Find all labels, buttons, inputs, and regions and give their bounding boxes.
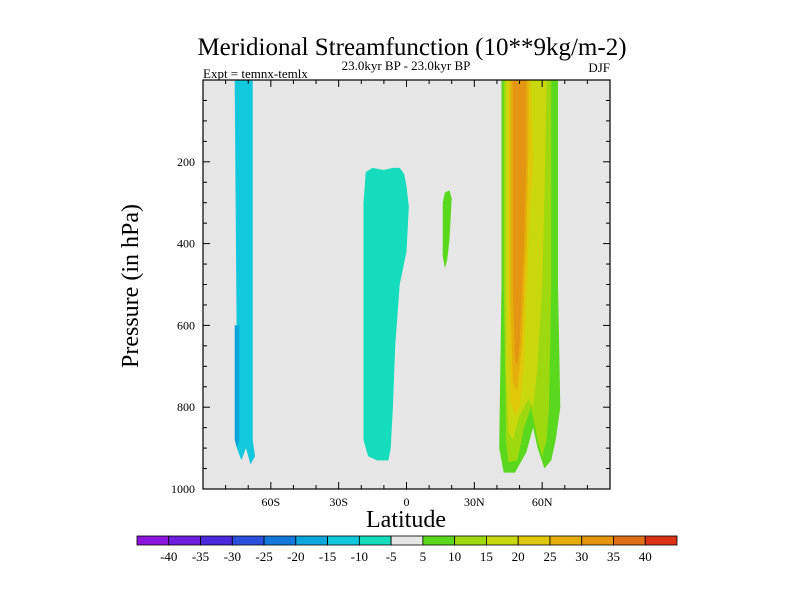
y-tick-label: 600 <box>177 318 195 332</box>
colorbar-swatch <box>422 535 456 546</box>
y-tick-label: 800 <box>177 400 195 414</box>
south-polar-negative-cell <box>234 80 255 465</box>
x-tick-label: 30S <box>329 495 348 509</box>
x-tick-label: 30N <box>464 495 485 509</box>
colorbar-swatch <box>231 535 265 546</box>
colorbar-label: -25 <box>255 549 272 564</box>
period-label: 23.0kyr BP - 23.0kyr BP <box>342 58 471 73</box>
colorbar-label: -15 <box>319 549 336 564</box>
colorbar-label: 15 <box>480 549 493 564</box>
colorbar-label: 20 <box>512 549 525 564</box>
colorbar-swatch <box>295 535 328 546</box>
colorbar-swatch <box>454 535 487 546</box>
axis-ticks <box>202 79 611 490</box>
colorbar-label: -20 <box>287 549 304 564</box>
contour-regions <box>234 80 561 473</box>
south-polar-negative-core <box>234 325 240 449</box>
colorbar-swatch <box>136 535 170 546</box>
colorbar-swatch <box>168 535 201 546</box>
colorbar-label: 40 <box>639 549 652 564</box>
colorbar-swatch <box>581 535 614 546</box>
colorbar: -40 -35 -30 -25 -20 -15 -10 -5 5 10 15 20 25 30 35 40 <box>136 535 678 564</box>
x-tick-label: 60S <box>261 495 280 509</box>
x-tick-labels: 60S 30S 0 30N 60N <box>261 495 552 509</box>
y-tick-labels: 200 400 600 800 1000 <box>171 155 195 496</box>
colorbar-swatch <box>549 535 583 546</box>
x-axis-label: Latitude <box>366 507 446 533</box>
colorbar-label: -35 <box>192 549 209 564</box>
colorbar-label: -30 <box>224 549 241 564</box>
colorbar-label: 5 <box>420 549 427 564</box>
x-tick-label: 60N <box>532 495 553 509</box>
colorbar-label: -10 <box>351 549 368 564</box>
experiment-label: Expt = temnx-temlx <box>203 66 308 81</box>
season-label: DJF <box>588 60 610 75</box>
chart-title: Meridional Streamfunction (10**9kg/m-2) <box>197 34 626 61</box>
colorbar-swatch <box>517 535 551 546</box>
y-tick-label: 400 <box>177 237 195 251</box>
y-tick-label: 200 <box>177 155 195 169</box>
colorbar-label: 10 <box>448 549 461 564</box>
colorbar-swatch <box>644 535 678 546</box>
colorbar-swatch <box>390 535 424 546</box>
y-axis-label: Pressure (in hPa) <box>118 204 144 368</box>
colorbar-label: 25 <box>543 549 556 564</box>
colorbar-swatch <box>486 535 519 546</box>
tropical-negative-cell <box>363 167 409 461</box>
plot-frame <box>202 79 611 490</box>
colorbar-swatch <box>327 535 360 546</box>
colorbar-swatch <box>200 535 233 546</box>
y-tick-label: 1000 <box>171 482 195 496</box>
x-tick-label: 0 <box>404 495 410 509</box>
subtropical-positive-patch <box>442 190 452 269</box>
colorbar-swatch <box>358 535 392 546</box>
colorbar-swatch <box>613 535 646 546</box>
colorbar-label: 35 <box>607 549 620 564</box>
colorbar-label: -40 <box>160 549 177 564</box>
northern-cell-30 <box>512 80 527 367</box>
colorbar-swatch <box>263 535 297 546</box>
colorbar-label: 30 <box>575 549 588 564</box>
colorbar-label: -5 <box>386 549 397 564</box>
